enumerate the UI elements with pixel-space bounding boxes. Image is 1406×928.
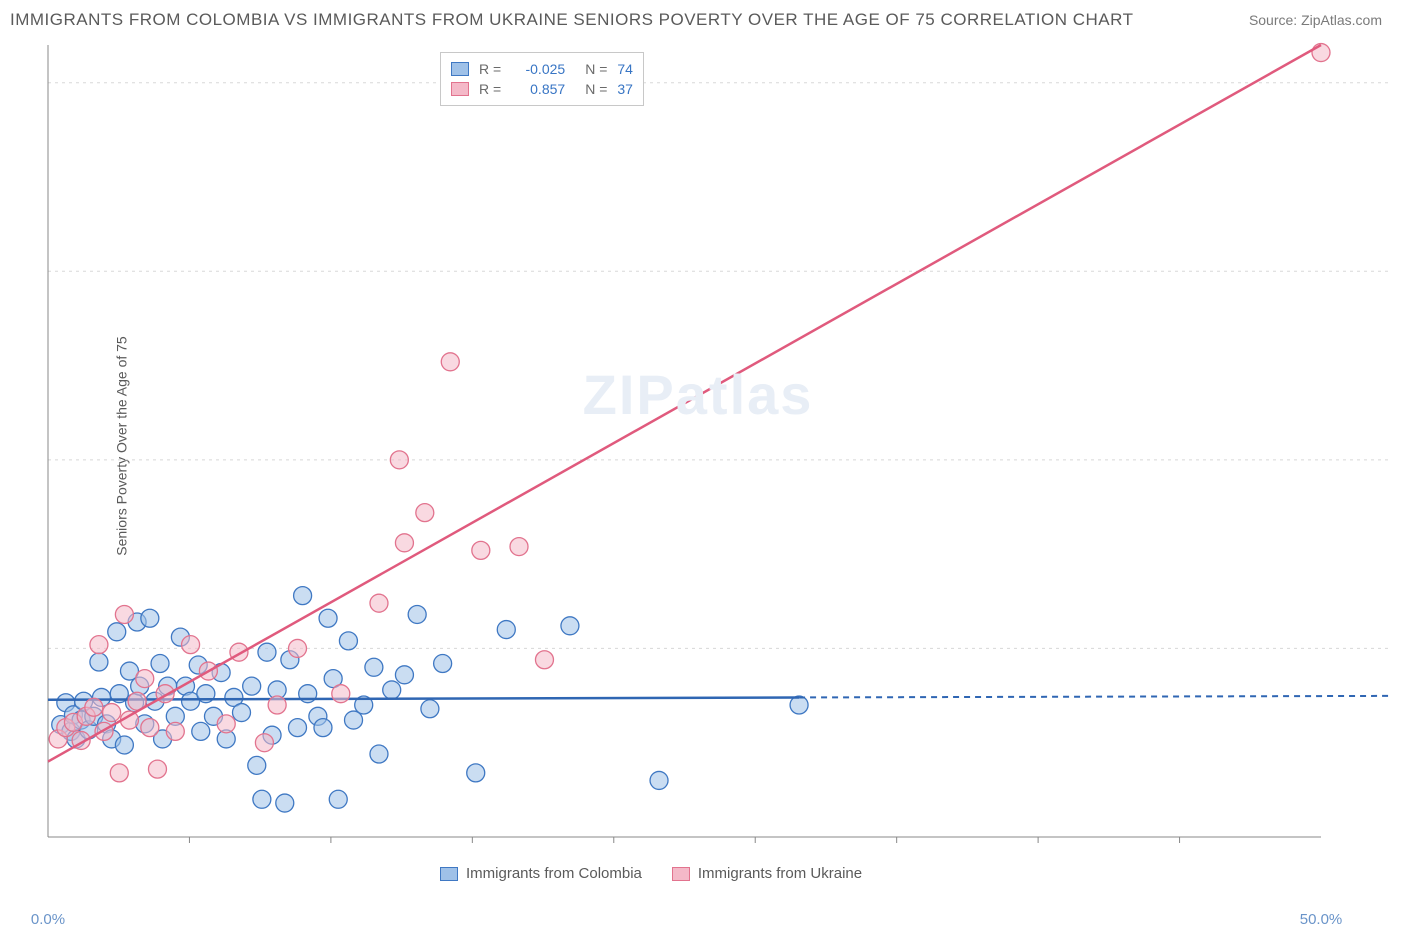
- x-tick-label: 0.0%: [31, 911, 65, 928]
- R-value: -0.025: [511, 61, 565, 77]
- stats-legend-row: R = -0.025 N = 74: [451, 59, 633, 79]
- legend-swatch: [451, 62, 469, 76]
- N-value: 74: [617, 61, 633, 77]
- legend-swatch: [451, 82, 469, 96]
- N-label: N =: [585, 81, 607, 97]
- R-label: R =: [479, 81, 501, 97]
- stats-legend-box: R = -0.025 N = 74 R = 0.857 N = 37: [440, 52, 644, 106]
- R-label: R =: [479, 61, 501, 77]
- legend-label: Immigrants from Ukraine: [698, 865, 862, 882]
- stats-legend-row: R = 0.857 N = 37: [451, 79, 633, 99]
- legend-swatch: [440, 867, 458, 881]
- correlation-chart: [0, 0, 1406, 892]
- x-tick-label: 50.0%: [1300, 911, 1343, 928]
- legend-label: Immigrants from Colombia: [466, 865, 642, 882]
- series-legend: Immigrants from Colombia Immigrants from …: [440, 865, 862, 882]
- legend-item: Immigrants from Colombia: [440, 865, 642, 882]
- N-value: 37: [617, 81, 633, 97]
- legend-item: Immigrants from Ukraine: [672, 865, 862, 882]
- R-value: 0.857: [511, 81, 565, 97]
- N-label: N =: [585, 61, 607, 77]
- legend-swatch: [672, 867, 690, 881]
